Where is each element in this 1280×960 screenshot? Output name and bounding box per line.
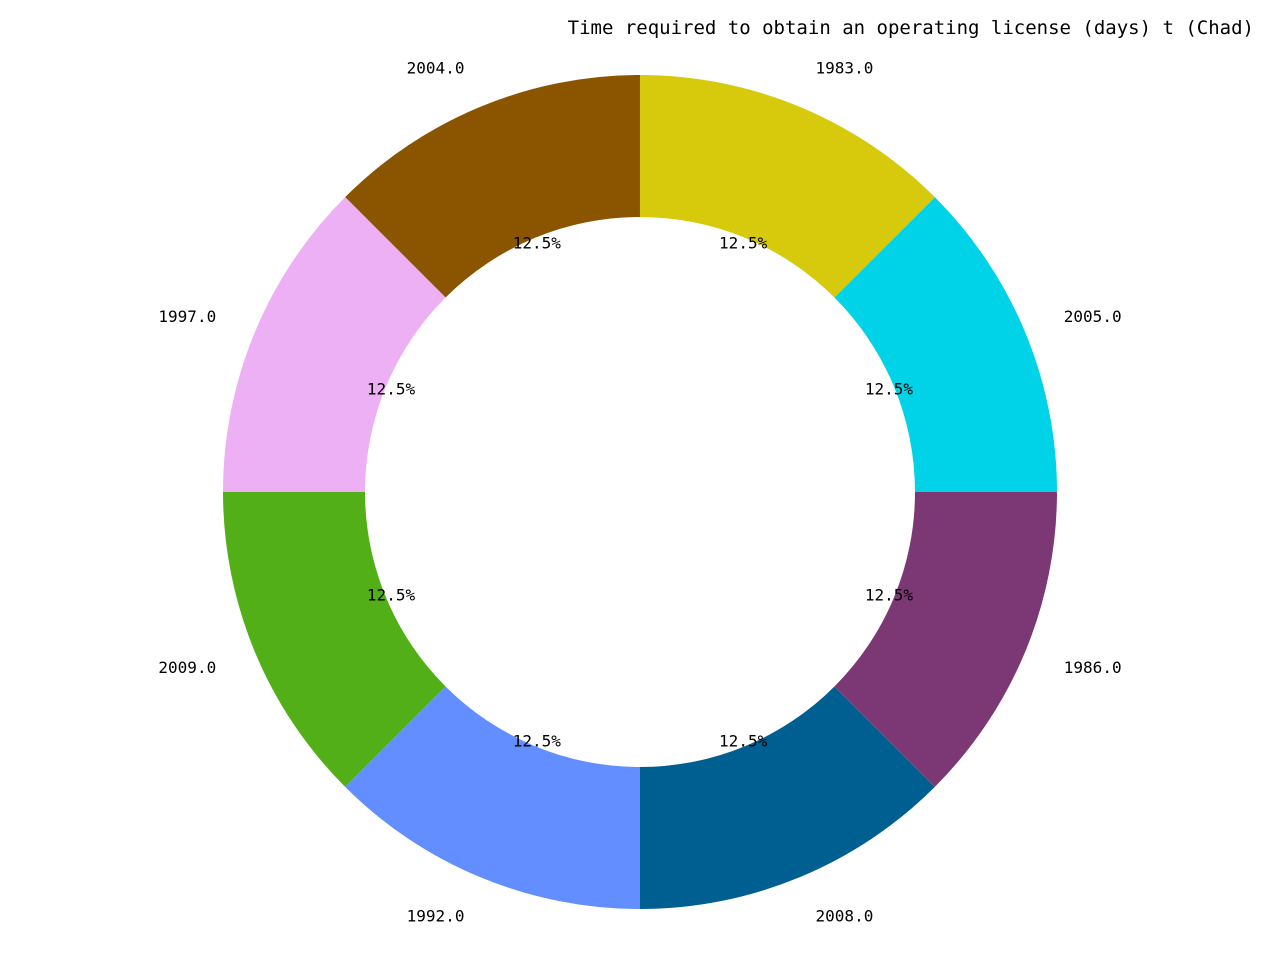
slice-percent-1983.0: 12.5% [719, 234, 768, 253]
slice-label-2004.0: 2004.0 [407, 59, 465, 78]
donut-slice-2004.0 [345, 75, 640, 298]
slice-label-1992.0: 1992.0 [407, 906, 465, 925]
slice-label-1986.0: 1986.0 [1064, 658, 1122, 677]
donut-slice-2008.0 [640, 686, 935, 909]
donut-slice-2005.0 [834, 197, 1057, 492]
donut-slice-1992.0 [345, 686, 640, 909]
slice-percent-2005.0: 12.5% [865, 379, 914, 398]
labels-group: 2004.0 12.5% 1997.0 12.5% 2009.0 12.5% 1992.0 1… [158, 59, 1121, 926]
slice-label-2008.0: 2008.0 [816, 906, 874, 925]
donut-slice-2009.0 [223, 492, 446, 787]
donut-slice-1983.0 [640, 75, 935, 298]
slice-label-2005.0: 2005.0 [1064, 307, 1122, 326]
slice-percent-2008.0: 12.5% [719, 731, 768, 750]
slice-percent-1997.0: 12.5% [367, 379, 416, 398]
slice-label-1983.0: 1983.0 [816, 59, 874, 78]
slice-percent-1992.0: 12.5% [513, 731, 562, 750]
donut-slice-1986.0 [834, 492, 1057, 787]
slice-label-2009.0: 2009.0 [158, 658, 216, 677]
donut-slice-1997.0 [223, 197, 446, 492]
slice-percent-1986.0: 12.5% [865, 586, 914, 605]
chart-title: Time required to obtain an operating lic… [568, 17, 1254, 39]
slice-percent-2004.0: 12.5% [513, 234, 562, 253]
slice-label-1997.0: 1997.0 [158, 307, 216, 326]
slices-group [223, 75, 1057, 909]
slice-percent-2009.0: 12.5% [367, 586, 416, 605]
